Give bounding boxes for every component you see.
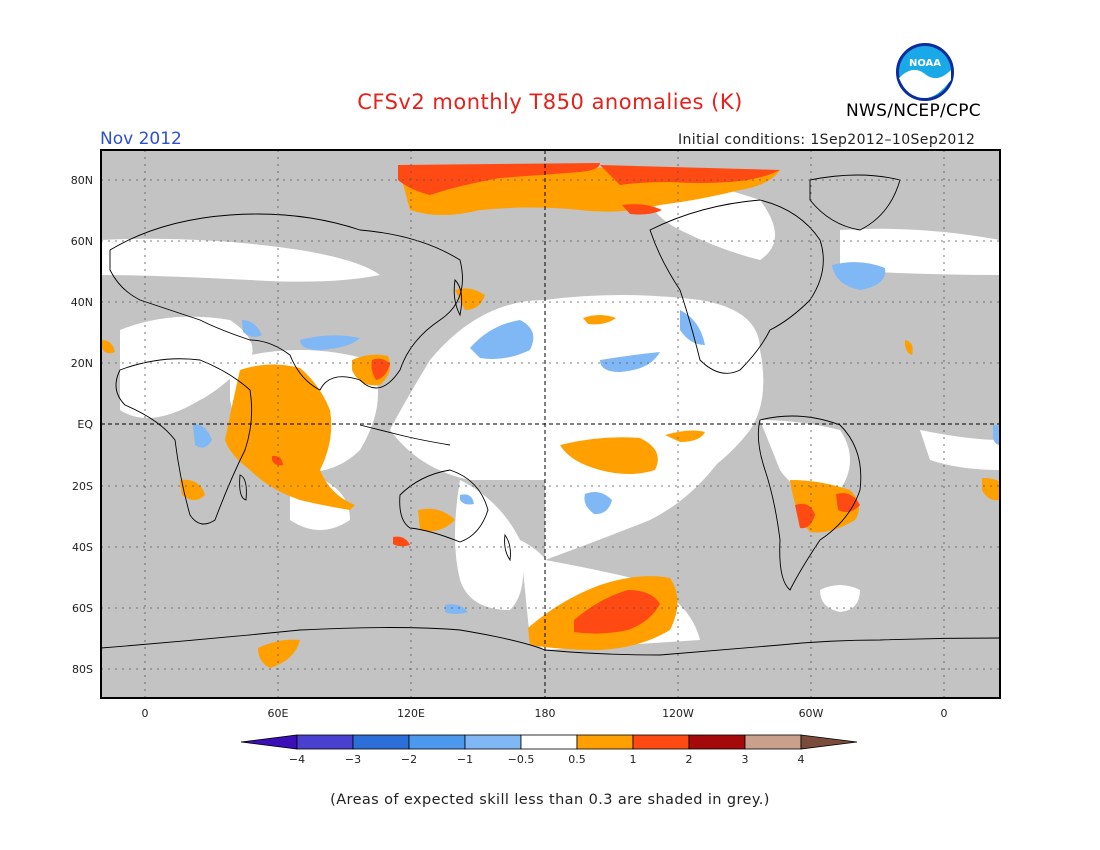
lon-label: 60E: [268, 707, 289, 720]
lat-label: EQ: [77, 418, 93, 431]
lat-axis: 80N 60N 40N 20N EQ 20S 40S 60S 80S: [71, 174, 94, 676]
colorbar-swatch: [352, 734, 410, 750]
colorbar-swatch: [408, 734, 466, 750]
colorbar-tick-label: −1: [457, 753, 473, 766]
noaa-logo: NOAA: [894, 41, 956, 103]
colorbar-swatch: [632, 734, 690, 750]
lon-axis: 0 60E 120E 180 120W 60W 0: [142, 707, 948, 720]
lat-label: 20S: [72, 480, 93, 493]
colorbar-swatch: [744, 734, 802, 750]
anomaly-field: [101, 150, 1000, 698]
colorbar-swatch: [688, 734, 746, 750]
lat-label: 80S: [72, 663, 93, 676]
skill-note: (Areas of expected skill less than 0.3 a…: [330, 792, 770, 808]
colorbar-tick-label: 2: [686, 753, 693, 766]
colorbar-tick-label: 0.5: [568, 753, 586, 766]
lat-label: 60S: [72, 602, 93, 615]
colorbar-tick-label: 3: [742, 753, 749, 766]
colorbar-tick-label: 1: [630, 753, 637, 766]
lon-label: 60W: [799, 707, 824, 720]
lon-label: 0: [142, 707, 149, 720]
colorbar-swatch: [576, 734, 634, 750]
equator-dateline: [101, 150, 1000, 698]
skill-regions: [101, 170, 1000, 650]
initial-conditions: Initial conditions: 1Sep2012–10Sep2012: [678, 132, 976, 148]
agency-label: NWS/NCEP/CPC: [846, 101, 981, 121]
colorbar-arrow-high: [800, 734, 858, 750]
anomaly-neg-0.5-to-neg-1: [193, 262, 1000, 614]
colorbar-tick-label: −3: [345, 753, 361, 766]
colorbar-tick-label: −0.5: [508, 753, 535, 766]
lat-label: 40N: [71, 296, 93, 309]
forecast-period: Nov 2012: [100, 129, 182, 149]
lat-label: 80N: [71, 174, 93, 187]
colorbar-swatch: [296, 734, 354, 750]
colorbar: [240, 734, 858, 750]
lon-label: 120E: [397, 707, 425, 720]
colorbar-tick-label: 4: [798, 753, 805, 766]
lat-label: 20N: [71, 357, 93, 370]
lon-label: 180: [535, 707, 556, 720]
colorbar-swatch: [520, 734, 578, 750]
colorbar-tick-label: −2: [401, 753, 417, 766]
colorbar-labels: −4 −3 −2 −1 −0.5 0.5 1 2 3 4: [289, 753, 805, 766]
colorbar-tick-label: −4: [289, 753, 305, 766]
lon-label: 0: [941, 707, 948, 720]
anomaly-1-to-2: [272, 163, 860, 634]
lon-label: 120W: [662, 707, 694, 720]
map-title: CFSv2 monthly T850 anomalies (K): [357, 90, 743, 114]
map-frame: [100, 149, 1001, 699]
colorbar-swatch: [464, 734, 522, 750]
svg-text:NOAA: NOAA: [909, 58, 941, 69]
colorbar-arrow-low: [240, 734, 298, 750]
lat-label: 40S: [72, 541, 93, 554]
lat-label: 60N: [71, 235, 93, 248]
